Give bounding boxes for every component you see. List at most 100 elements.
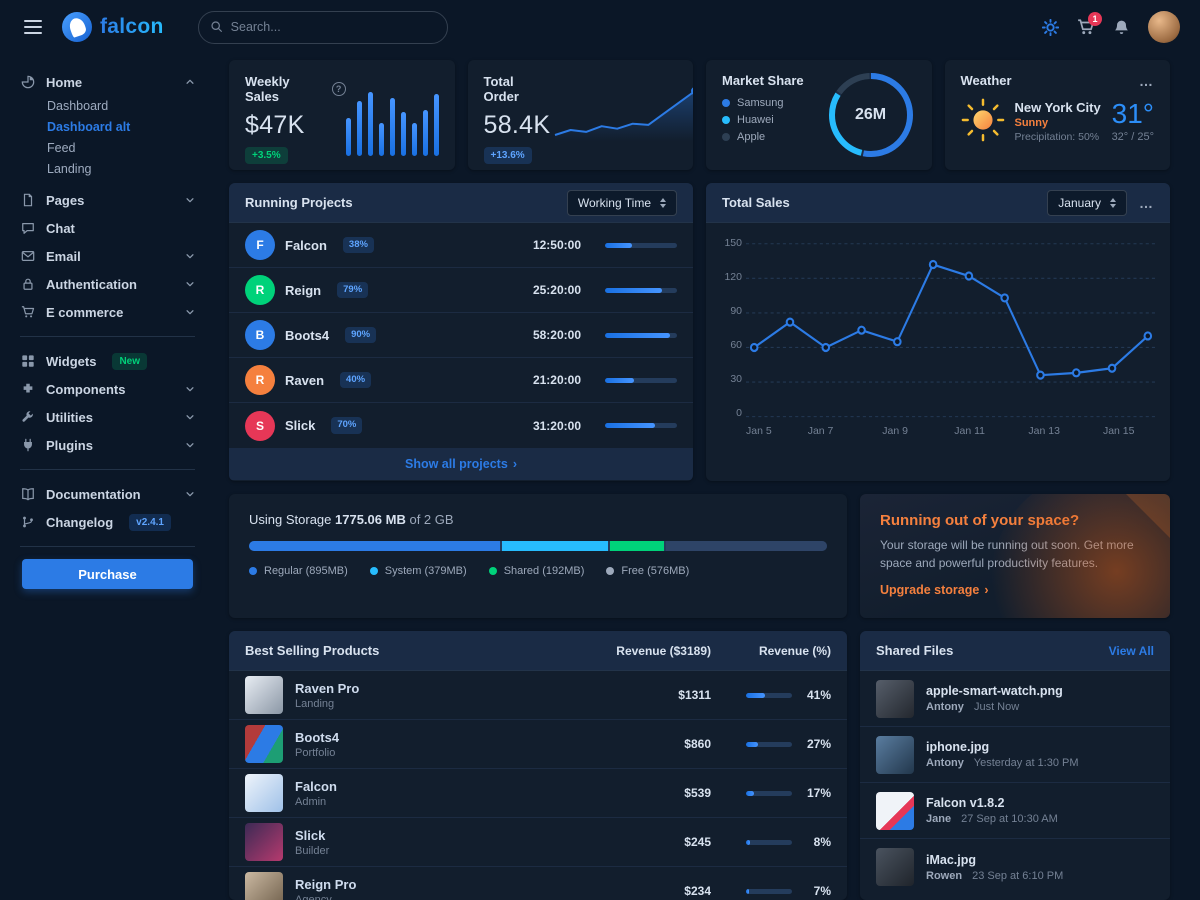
menu-toggle-icon[interactable] <box>20 16 46 38</box>
product-thumbnail[interactable] <box>245 676 283 714</box>
file-time: Yesterday at 1:30 PM <box>973 757 1079 769</box>
project-row: F Falcon 38% 12:50:00 <box>229 223 693 268</box>
revenue-percent-label: 27% <box>806 737 831 751</box>
card-title: Best Selling Products <box>245 643 380 658</box>
weather-precipitation: Precipitation: 50% <box>1014 131 1100 143</box>
x-axis-label: Jan 5 <box>746 425 772 437</box>
product-link[interactable]: Slick <box>295 827 326 843</box>
sidebar-item-dashboard-alt[interactable]: Dashboard alt <box>47 120 131 134</box>
upgrade-storage-link[interactable]: Upgrade storage › <box>880 583 989 597</box>
product-revenue: $860 <box>684 737 711 751</box>
project-name[interactable]: Reign <box>285 282 322 298</box>
product-revenue: $234 <box>684 884 711 898</box>
total-order-value: 58.4K <box>483 111 551 139</box>
cart-icon[interactable]: 1 <box>1077 12 1102 36</box>
file-link[interactable]: iMac.jpg <box>926 852 977 867</box>
purchase-button[interactable]: Purchase <box>22 559 193 589</box>
product-category[interactable]: Admin <box>295 795 327 808</box>
project-name[interactable]: Raven <box>285 372 325 388</box>
chat-icon <box>20 221 36 235</box>
file-link[interactable]: Falcon v1.8.2 <box>926 796 1005 810</box>
project-avatar: B <box>245 320 275 350</box>
sidebar-item-email[interactable]: Email <box>0 242 215 270</box>
show-all-projects-link[interactable]: Show all projects › <box>405 457 517 471</box>
product-thumbnail[interactable] <box>245 823 283 861</box>
product-category[interactable]: Portfolio <box>295 746 336 759</box>
sidebar-item-label: Utilities <box>46 409 93 425</box>
storage-segment-regular <box>249 541 500 551</box>
revenue-percent-label: 41% <box>806 688 831 702</box>
product-category[interactable]: Agency <box>295 893 332 900</box>
sidebar-item-documentation[interactable]: Documentation <box>0 480 215 508</box>
chevron-down-icon <box>185 440 195 450</box>
product-thumbnail[interactable] <box>245 725 283 763</box>
product-link[interactable]: Reign Pro <box>295 876 357 892</box>
running-projects-card: Running Projects Working Time F Falcon 3… <box>229 183 693 481</box>
product-thumbnail[interactable] <box>245 872 283 900</box>
sidebar-item-landing[interactable]: Landing <box>47 162 92 176</box>
sidebar-item-changelog[interactable]: Changelog v2.4.1 <box>0 508 215 536</box>
file-thumbnail[interactable] <box>876 735 914 774</box>
product-category[interactable]: Landing <box>295 697 335 710</box>
notifications-bell-icon[interactable] <box>1113 19 1130 36</box>
product-category[interactable]: Builder <box>295 844 330 857</box>
sidebar-item-chat[interactable]: Chat <box>0 214 215 242</box>
product-link[interactable]: Boots4 <box>295 729 340 745</box>
brand-logo[interactable]: falcon <box>62 12 164 42</box>
file-link[interactable]: iphone.jpg <box>926 740 990 754</box>
top-navbar: falcon 1 <box>0 0 1200 54</box>
data-point <box>1143 331 1153 341</box>
table-row: Slick Builder $245 8% <box>229 818 847 867</box>
table-header: Best Selling Products Revenue ($3189) Re… <box>229 631 847 671</box>
project-list: F Falcon 38% 12:50:00 R Reign 79% 25:20:… <box>229 223 693 448</box>
file-time: Just Now <box>973 701 1020 713</box>
settings-gear-icon[interactable] <box>1042 18 1059 36</box>
sidebar-item-ecommerce[interactable]: E commerce <box>0 298 215 326</box>
file-thumbnail[interactable] <box>876 848 914 886</box>
working-time-select[interactable]: Working Time <box>566 189 677 216</box>
card-menu-icon[interactable]: … <box>1139 72 1154 89</box>
market-share-donut-chart: 26M <box>826 70 916 160</box>
home-submenu: Dashboard Dashboard alt Feed Landing <box>0 96 215 180</box>
sidebar-item-authentication[interactable]: Authentication <box>0 270 215 298</box>
sidebar-item-dashboard[interactable]: Dashboard <box>47 99 109 113</box>
help-icon[interactable]: ? <box>331 82 346 96</box>
product-thumbnail[interactable] <box>245 774 283 812</box>
month-select[interactable]: January <box>1047 189 1127 216</box>
bar <box>367 92 373 156</box>
sidebar-item-home[interactable]: Home <box>0 68 215 96</box>
code-branch-icon <box>20 515 36 529</box>
project-progress-badge: 40% <box>340 371 372 389</box>
data-point <box>857 325 866 335</box>
file-thumbnail[interactable] <box>876 791 914 830</box>
storage-used-value: 1775.06 MB <box>335 512 406 527</box>
sidebar-item-widgets[interactable]: Widgets New <box>0 347 215 375</box>
sidebar-item-feed[interactable]: Feed <box>47 141 76 155</box>
chart-pie-icon <box>20 75 36 89</box>
card-menu-icon[interactable]: … <box>1139 194 1154 211</box>
sidebar-item-components[interactable]: Components <box>0 375 215 403</box>
weather-city: New York City <box>1014 100 1101 115</box>
project-name[interactable]: Slick <box>285 418 316 433</box>
legend-label: Apple <box>737 131 766 143</box>
file-user: Antony <box>926 757 964 769</box>
puzzle-icon <box>20 382 36 396</box>
sidebar-item-utilities[interactable]: Utilities <box>0 403 215 431</box>
product-link[interactable]: Raven Pro <box>295 680 360 696</box>
table-row: Boots4 Portfolio $860 27% <box>229 720 847 769</box>
file-link[interactable]: apple-smart-watch.png <box>926 684 1063 698</box>
chevron-right-icon: › <box>984 583 989 597</box>
view-all-link[interactable]: View All <box>1108 643 1154 658</box>
project-time: 58:20:00 <box>532 328 581 342</box>
user-avatar[interactable] <box>1148 11 1180 43</box>
product-revenue: $1311 <box>678 688 711 702</box>
project-name[interactable]: Falcon <box>285 237 327 253</box>
file-thumbnail[interactable] <box>876 679 914 718</box>
sidebar-item-pages[interactable]: Pages <box>0 186 215 214</box>
sidebar-item-plugins[interactable]: Plugins <box>0 431 215 459</box>
project-name[interactable]: Boots4 <box>285 327 330 343</box>
weekly-sales-card: Weekly Sales ? $47K +3.5% <box>229 60 455 170</box>
search-input[interactable] <box>197 10 448 44</box>
project-time: 31:20:00 <box>532 418 581 433</box>
product-link[interactable]: Falcon <box>295 778 337 794</box>
